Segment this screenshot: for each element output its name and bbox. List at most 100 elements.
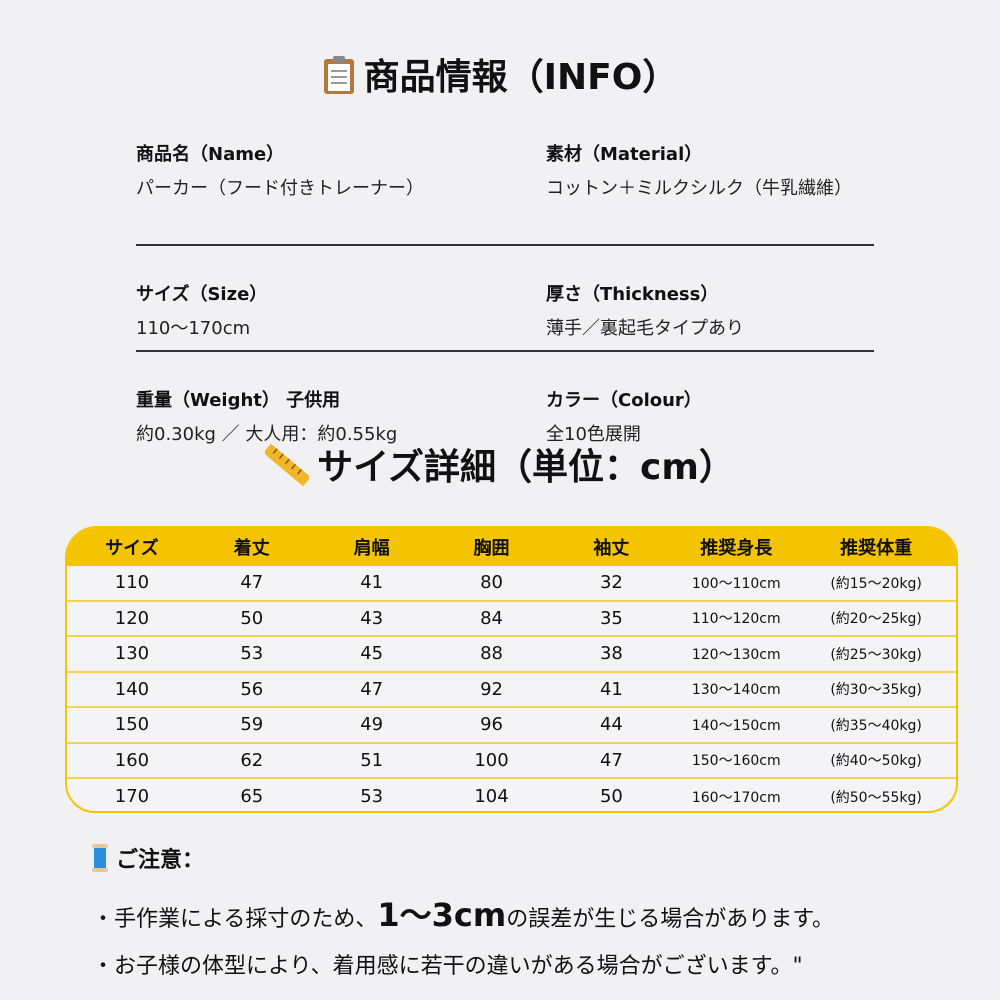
table-cell: 53 [240,643,264,665]
column-header: 推奨身長 [700,538,773,559]
column-header: サイズ [105,538,159,559]
table-cell: 41 [599,678,623,700]
table-row: 150 59 49 96 44 140〜150cm (約35〜40kg) [67,708,956,744]
product-info: 商品名（Name） パーカー（フード付きトレーナー） 素材（Material） コット… [136,140,874,458]
table-header-row: サイズ 着丈 肩幅 胸囲 袖丈 推奨身長 推奨体重 [67,528,956,566]
table-cell: 47 [240,572,264,594]
table-cell: 50 [599,786,623,808]
table-cell: 62 [240,749,264,771]
table-cell: 49 [360,714,384,736]
table-cell: 110〜120cm [691,611,781,628]
table-cell: 80 [480,572,503,594]
info-title-text: 商品情報（INFO） [363,57,679,98]
table-cell: 45 [360,643,384,665]
table-cell: 41 [360,572,384,594]
notes: ご注意： ・手作業による採寸のため、1〜3cmの誤差が生じる場合があります。 ・… [92,842,834,980]
info-cell: 素材（Material） コットン＋ミルクシルク（牛乳繊維） [546,140,874,244]
table-cell: 150〜160cm [691,753,781,770]
info-cell: 重量（Weight） 子供用約0.30kg ／ 大人用：約0.55kg [136,386,546,458]
info-row: 商品名（Name） パーカー（フード付きトレーナー） 素材（Material） コット… [136,140,874,246]
table-cell: 44 [599,714,623,736]
info-value: 約0.30kg ／ 大人用：約0.55kg [136,424,398,445]
table-cell: (約35〜40kg) [830,717,922,734]
table-cell: (約15〜20kg) [830,575,922,592]
table-cell: (約30〜35kg) [830,682,922,699]
table-cell: 130 [114,643,150,665]
info-cell: カラー（Colour） 全10色展開 [546,386,874,458]
table-cell: 88 [480,643,503,665]
note-line-2: ・お子様の体型により、着用感に若干の違いがある場合がございます。" [92,954,803,979]
table-cell: 47 [599,749,623,771]
info-row: サイズ（Size） 110〜170cm 厚さ（Thickness） 薄手／裏起毛タイプ… [136,246,874,352]
table-row: 160 62 51 100 47 150〜160cm (約40〜50kg) [67,744,956,779]
thread-spool-icon [92,844,108,878]
note-heading: ご注意： [116,848,205,873]
table-cell: 32 [599,572,623,594]
info-label: 素材（Material） [546,144,703,165]
table-row: 140 56 47 92 41 130〜140cm (約30〜35kg) [67,673,956,708]
table-cell: 100〜110cm [691,575,781,592]
table-cell: 59 [240,714,264,736]
table-cell: 110 [114,572,150,594]
table-cell: 50 [240,607,264,629]
table-cell: 150 [114,714,150,736]
column-header: 着丈 [233,538,270,559]
table-cell: 120〜130cm [691,646,781,663]
table-cell: (約50〜55kg) [830,789,922,806]
note-line-1-emphasis: 1〜3cm [377,896,507,934]
table-cell: 53 [360,786,384,808]
info-label: 商品名（Name） [136,144,285,165]
info-row: 重量（Weight） 子供用 約0.30kg ／ 大人用：約0.55kg カラー（C… [136,352,874,458]
table-cell: 84 [480,607,503,629]
column-header: 胸囲 [473,538,510,559]
info-label: サイズ（Size） [136,284,268,305]
table-cell: 100 [474,749,509,771]
table-cell: 43 [360,607,384,629]
table-cell: 170 [114,786,150,808]
info-cell: 厚さ（Thickness） 薄手／裏起毛タイプあり [546,280,874,350]
info-value: 110〜170cm [136,318,251,339]
info-cell: サイズ（Size） 110〜170cm [136,280,546,350]
table-cell: 35 [599,607,623,629]
size-table: サイズ 着丈 肩幅 胸囲 袖丈 推奨身長 推奨体重 110 47 41 80 32 100〜110cm (… [65,526,958,813]
table-cell: 51 [360,749,384,771]
table-cell: 130〜140cm [691,682,781,699]
info-title: 商品情報（INFO） [0,48,1000,104]
table-cell: (約40〜50kg) [830,753,922,770]
table-cell: 120 [114,607,150,629]
table-cell: (約25〜30kg) [830,646,922,663]
table-cell: 65 [240,786,264,808]
note-line-1: ・手作業による採寸のため、1〜3cmの誤差が生じる場合があります。 [92,890,834,936]
table-row: 110 47 41 80 32 100〜110cm (約15〜20kg) [67,566,956,602]
info-value: パーカー（フード付きトレーナー） [136,178,424,199]
column-header: 推奨体重 [840,538,913,559]
note-line-1-post: の誤差が生じる場合があります。 [506,907,835,932]
table-cell: 140〜150cm [691,717,781,734]
info-label: 重量（Weight） 子供用 [136,390,341,411]
table-cell: (約20〜25kg) [830,611,922,628]
info-label: 厚さ（Thickness） [546,284,719,305]
table-cell: 160 [114,749,150,771]
table-row: 170 65 53 104 50 160〜170cm (約50〜55kg) [67,779,956,811]
column-header: 袖丈 [593,538,630,559]
table-row: 120 50 43 84 35 110〜120cm (約20〜25kg) [67,602,956,637]
table-cell: 96 [480,714,503,736]
table-row: 130 53 45 88 38 120〜130cm (約25〜30kg) [67,637,956,673]
table-cell: 92 [480,678,503,700]
table-cell: 47 [360,678,384,700]
table-cell: 104 [474,786,509,808]
info-value: 全10色展開 [546,424,641,445]
table-cell: 160〜170cm [691,789,781,806]
note-line-1-pre: ・手作業による採寸のため、 [92,907,378,932]
clipboard-icon [322,55,356,104]
info-value: 薄手／裏起毛タイプあり [546,318,744,339]
size-title: サイズ詳細（単位：cm） [0,438,1000,496]
info-value: コットン＋ミルクシルク（牛乳繊維） [546,178,852,199]
table-cell: 56 [240,678,264,700]
table-cell: 38 [599,643,623,665]
size-title-text: サイズ詳細（単位：cm） [317,447,735,488]
info-cell: 商品名（Name） パーカー（フード付きトレーナー） [136,140,546,244]
table-cell: 140 [114,678,150,700]
ruler-icon [263,443,311,496]
column-header: 肩幅 [353,538,390,559]
